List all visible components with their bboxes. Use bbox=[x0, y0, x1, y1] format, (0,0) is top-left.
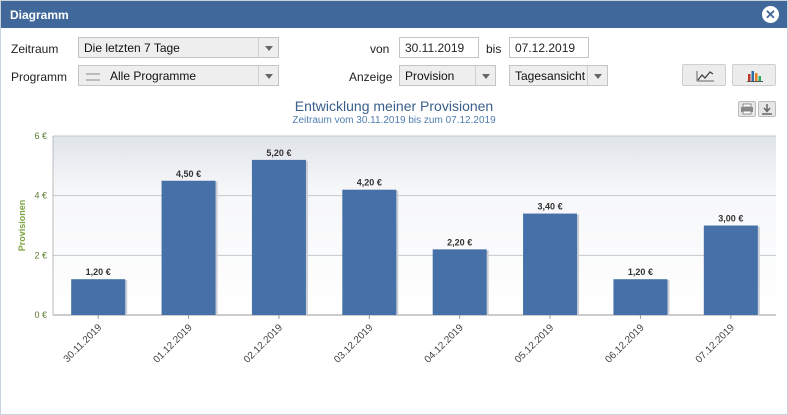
x-tick-label: 30.11.2019 bbox=[62, 322, 105, 365]
bar bbox=[251, 159, 306, 315]
chart-title: Entwicklung meiner Provisionen bbox=[294, 98, 494, 114]
chevron-down-icon bbox=[587, 66, 607, 85]
line-chart-button[interactable] bbox=[682, 64, 726, 86]
x-tick-label: 02.12.2019 bbox=[242, 322, 285, 365]
bar bbox=[613, 279, 668, 315]
programm-select-value: Alle Programme bbox=[110, 69, 197, 83]
bar-value-label: 5,20 € bbox=[266, 148, 291, 158]
bar bbox=[161, 180, 216, 315]
line-chart-icon bbox=[696, 71, 714, 82]
x-tick-label: 04.12.2019 bbox=[423, 322, 466, 365]
zeitraum-label: Zeitraum bbox=[11, 42, 59, 56]
bis-label: bis bbox=[486, 42, 502, 56]
bar bbox=[523, 213, 578, 315]
provision-bar-chart: 0 € 2 € 4 € 6 € Provisionen 1,20 € 30.11.2019 4… bbox=[17, 131, 776, 366]
bar-value-label: 3,00 € bbox=[718, 214, 743, 224]
zeitraum-select[interactable]: Die letzten 7 Tage bbox=[78, 37, 279, 58]
ansicht-select[interactable]: Tagesansicht bbox=[509, 65, 608, 86]
chart-subtitle: Zeitraum vom 30.11.2019 bis zum 07.12.20… bbox=[292, 115, 496, 126]
bar-value-label: 1,20 € bbox=[628, 267, 653, 277]
x-tick-label: 01.12.2019 bbox=[152, 322, 195, 365]
bis-date-value: 07.12.2019 bbox=[515, 41, 576, 55]
y-tick-label: 4 € bbox=[34, 191, 47, 201]
download-button[interactable] bbox=[758, 101, 776, 117]
dialog-title: Diagramm bbox=[10, 8, 69, 22]
program-icon bbox=[86, 72, 100, 81]
bar-value-label: 2,20 € bbox=[447, 237, 472, 247]
von-date-field[interactable]: 30.11.2019 bbox=[399, 37, 479, 58]
von-label: von bbox=[370, 42, 390, 56]
close-icon[interactable]: ✕ bbox=[762, 6, 779, 23]
chevron-down-icon bbox=[258, 38, 278, 57]
print-button[interactable] bbox=[738, 101, 756, 117]
bar-value-label: 4,50 € bbox=[176, 169, 201, 179]
dialog-titlebar: Diagramm bbox=[1, 1, 787, 28]
bar-value-label: 4,20 € bbox=[357, 178, 382, 188]
von-date-value: 30.11.2019 bbox=[405, 41, 465, 55]
download-icon bbox=[762, 104, 772, 115]
zeitraum-select-value: Die letzten 7 Tage bbox=[84, 41, 180, 55]
bar-chart-icon bbox=[747, 71, 763, 82]
bar bbox=[342, 189, 397, 315]
chevron-down-icon bbox=[258, 66, 278, 85]
x-tick-label: 06.12.2019 bbox=[603, 322, 646, 365]
bar bbox=[432, 249, 487, 315]
print-icon bbox=[741, 103, 753, 115]
bar-value-label: 3,40 € bbox=[538, 202, 563, 212]
anzeige-label: Anzeige bbox=[349, 70, 393, 84]
x-tick-label: 07.12.2019 bbox=[694, 322, 737, 365]
x-tick-label: 05.12.2019 bbox=[513, 322, 556, 365]
bar-chart-button[interactable] bbox=[732, 64, 776, 86]
bar bbox=[703, 225, 758, 315]
programm-label: Programm bbox=[11, 70, 68, 84]
x-tick-label: 03.12.2019 bbox=[332, 322, 375, 365]
anzeige-select[interactable]: Provision bbox=[399, 65, 496, 86]
y-axis-label: Provisionen bbox=[17, 200, 27, 252]
y-tick-label: 6 € bbox=[34, 131, 47, 141]
bar-value-label: 1,20 € bbox=[86, 267, 111, 277]
bis-date-field[interactable]: 07.12.2019 bbox=[509, 37, 589, 58]
bar bbox=[71, 279, 126, 315]
anzeige-select-value: Provision bbox=[405, 69, 455, 83]
chevron-down-icon bbox=[475, 66, 495, 85]
ansicht-select-value: Tagesansicht bbox=[515, 69, 586, 83]
programm-select[interactable]: Alle Programme bbox=[78, 65, 279, 86]
y-tick-label: 2 € bbox=[34, 250, 47, 260]
y-tick-label: 0 € bbox=[34, 310, 47, 320]
